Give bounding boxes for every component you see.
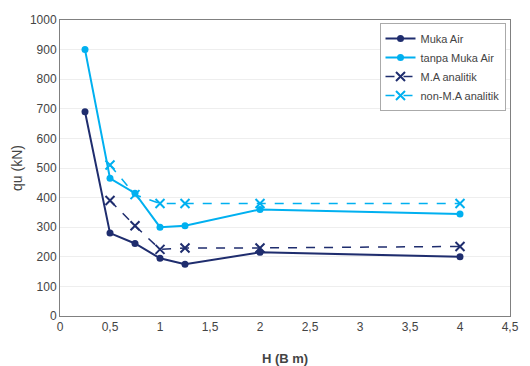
svg-text:4: 4: [457, 320, 464, 334]
svg-text:qu (kN): qu (kN): [9, 145, 25, 191]
svg-text:100: 100: [37, 280, 57, 294]
svg-text:1000: 1000: [30, 13, 57, 27]
svg-text:0,5: 0,5: [102, 320, 119, 334]
svg-text:500: 500: [37, 161, 57, 175]
svg-text:4,5: 4,5: [502, 320, 519, 334]
svg-text:0: 0: [57, 320, 64, 334]
svg-text:2,5: 2,5: [302, 320, 319, 334]
svg-text:0: 0: [50, 309, 57, 323]
svg-text:800: 800: [37, 72, 57, 86]
svg-text:200: 200: [37, 250, 57, 264]
svg-text:M.A analitik: M.A analitik: [421, 71, 478, 83]
svg-text:600: 600: [37, 132, 57, 146]
svg-text:H (B m): H (B m): [262, 351, 308, 366]
svg-text:700: 700: [37, 102, 57, 116]
svg-text:1,5: 1,5: [202, 320, 219, 334]
svg-text:3: 3: [357, 320, 364, 334]
svg-text:non-M.A analitik: non-M.A analitik: [421, 90, 500, 102]
svg-text:2: 2: [257, 320, 264, 334]
svg-text:900: 900: [37, 43, 57, 57]
svg-text:3,5: 3,5: [402, 320, 419, 334]
svg-text:1: 1: [157, 320, 164, 334]
svg-text:300: 300: [37, 220, 57, 234]
svg-text:400: 400: [37, 191, 57, 205]
svg-text:tanpa Muka Air: tanpa Muka Air: [421, 52, 495, 64]
svg-text:Muka Air: Muka Air: [421, 33, 464, 45]
